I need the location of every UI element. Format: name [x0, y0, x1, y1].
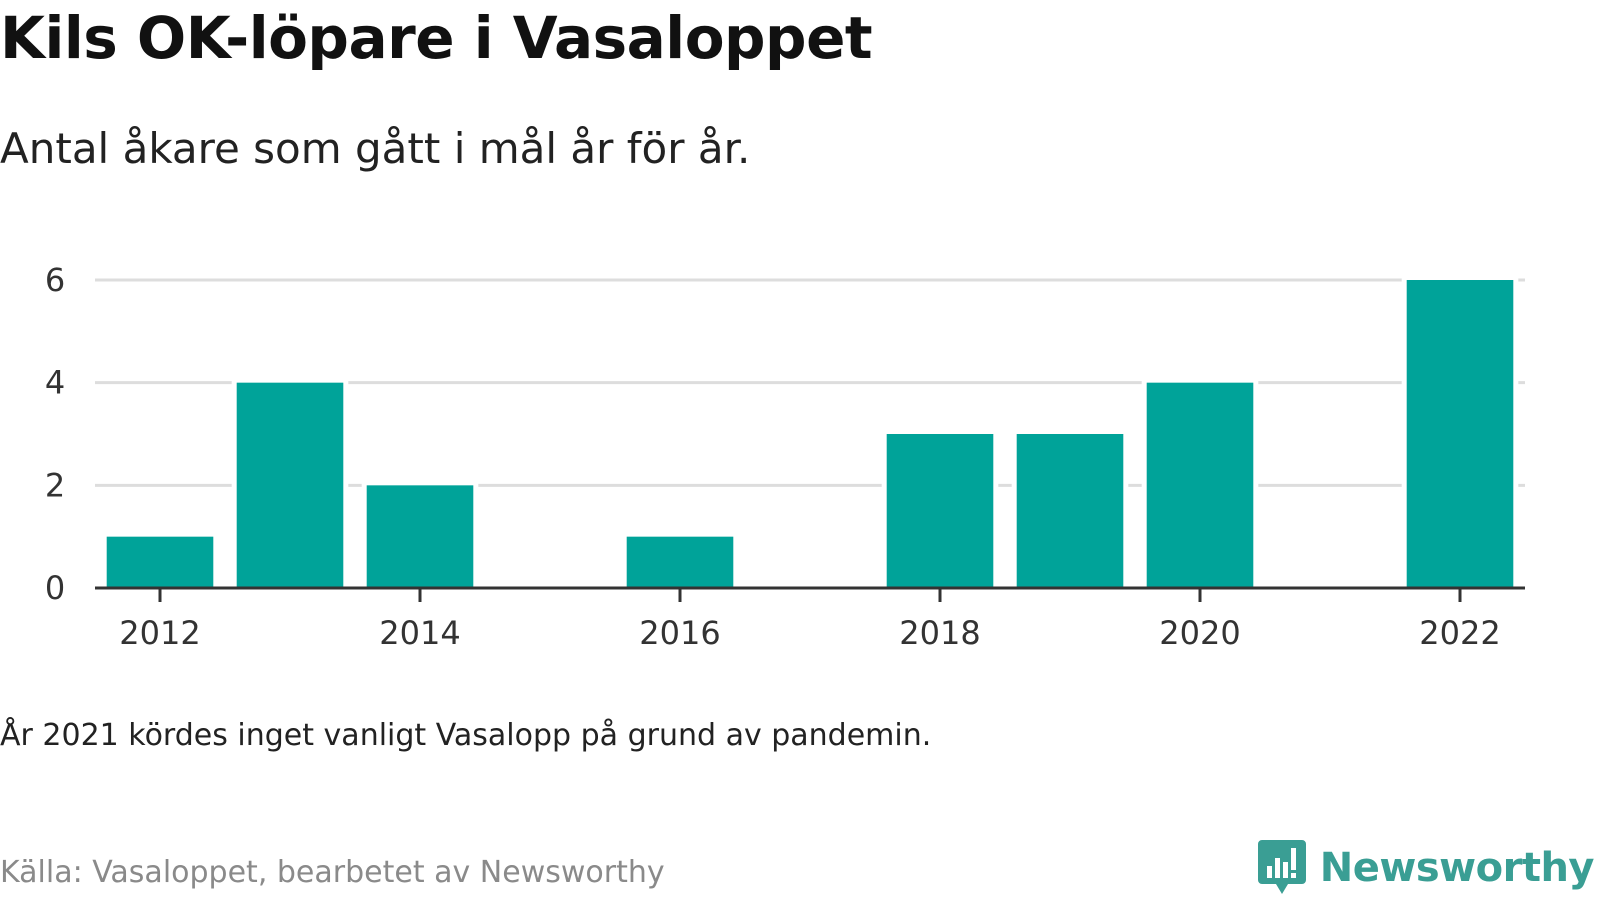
bar-2016 — [626, 536, 734, 588]
bar-chart-speech-bubble-icon — [1257, 840, 1306, 894]
y-tick-label: 4 — [45, 364, 65, 402]
bars — [101, 278, 1519, 588]
bar-2013 — [236, 382, 344, 588]
bar-chart: 0 2 4 6 2012 2014 2016 2018 2020 2022 — [45, 261, 1525, 652]
chart-subtitle: Antal åkare som gått i mål år för år. — [0, 124, 751, 173]
bar-2019 — [1016, 434, 1124, 588]
bar-2012 — [106, 536, 214, 588]
y-tick-label: 6 — [45, 261, 65, 299]
bar-2018 — [886, 434, 994, 588]
y-axis-labels: 0 2 4 6 — [45, 261, 65, 607]
x-tick-label: 2016 — [639, 614, 720, 652]
x-axis — [95, 586, 1525, 602]
x-tick-label: 2022 — [1419, 614, 1500, 652]
brand-logo: Newsworthy — [1257, 840, 1595, 896]
brand-name: Newsworthy — [1319, 845, 1595, 891]
bar-2022 — [1406, 280, 1514, 588]
x-tick-label: 2018 — [899, 614, 980, 652]
x-tick-label: 2012 — [119, 614, 200, 652]
bar-2020 — [1146, 382, 1254, 588]
y-tick-label: 0 — [45, 569, 65, 607]
x-axis-labels: 2012 2014 2016 2018 2020 2022 — [119, 614, 1500, 652]
source-credit: Källa: Vasaloppet, bearbetet av Newswort… — [0, 855, 665, 890]
x-tick-label: 2014 — [379, 614, 460, 652]
chart-title: Kils OK-löpare i Vasaloppet — [0, 4, 873, 72]
footnote: År 2021 kördes inget vanligt Vasalopp på… — [0, 718, 932, 753]
bar-2014 — [366, 485, 474, 588]
x-tick-label: 2020 — [1159, 614, 1240, 652]
y-tick-label: 2 — [45, 466, 65, 504]
